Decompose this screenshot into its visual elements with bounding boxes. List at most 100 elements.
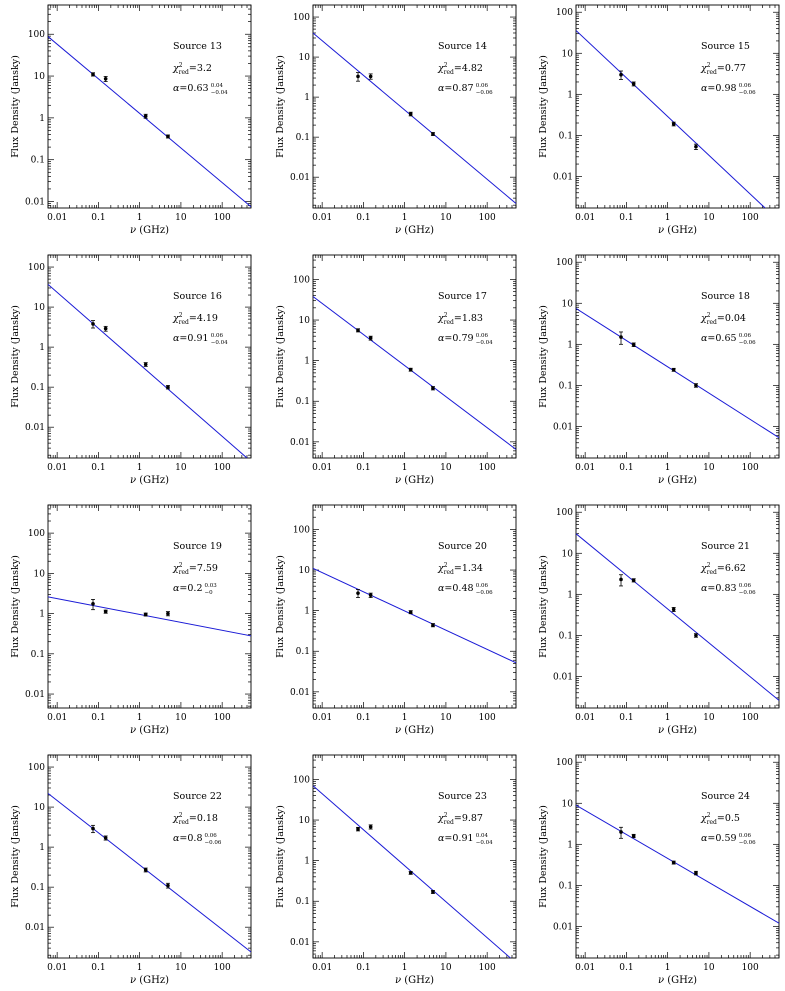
- x-tick-label: 1: [402, 213, 408, 223]
- alpha-value: 0.2: [187, 583, 202, 594]
- y-tick-label: 0.1: [559, 881, 573, 891]
- plot-frame: [47, 754, 252, 959]
- alpha-value: 0.98: [715, 83, 736, 94]
- alpha-label: α=0.48: [438, 583, 474, 594]
- alpha-error-down: −0: [205, 590, 214, 596]
- y-tick-label: 0.01: [553, 422, 573, 432]
- x-tick-label: 1: [137, 713, 143, 723]
- data-point: [103, 76, 108, 81]
- y-tick-label: 100: [28, 263, 45, 273]
- x-axis-label: ν (GHz): [130, 975, 169, 986]
- chi-superscript: 2: [179, 312, 183, 319]
- chi-superscript: 2: [707, 562, 711, 569]
- x-tick-label: 0.1: [91, 963, 105, 973]
- y-tick-label: 1: [567, 590, 573, 600]
- data-point: [671, 860, 676, 865]
- y-tick-label: 0.01: [553, 922, 573, 932]
- x-tick-label: 100: [742, 963, 759, 973]
- y-axis-label: Flux Density (Jansky): [10, 805, 21, 908]
- x-tick-label: 0.01: [312, 963, 332, 973]
- data-point: [91, 322, 95, 326]
- data-point: [356, 74, 360, 79]
- alpha-value: 0.48: [452, 583, 473, 594]
- chi-square-label: χ2 red=0.5: [700, 812, 740, 826]
- y-tick-label: 0.1: [296, 647, 310, 657]
- x-axis-label-symbol: ν: [658, 975, 664, 986]
- tick-marks: [312, 754, 517, 959]
- y-tick-label: 0.1: [559, 631, 573, 641]
- plot-frame: [312, 254, 517, 459]
- chi-value: =0.04: [717, 313, 746, 324]
- y-tick-label: 0.01: [25, 923, 45, 933]
- alpha-symbol: α=: [438, 833, 452, 844]
- chi-superscript: 2: [179, 562, 183, 569]
- y-tick-label: 10: [34, 72, 46, 82]
- chi-symbol: χ: [437, 63, 445, 74]
- alpha-error-up: 0.06: [476, 333, 489, 339]
- chi-square-label: χ2 red=4.82: [437, 62, 483, 76]
- alpha-error-down: −0.06: [739, 90, 756, 96]
- y-tick-label: 0.01: [290, 938, 310, 948]
- x-tick-label: 10: [440, 463, 452, 473]
- y-tick-label: 0.1: [31, 156, 45, 166]
- x-axis-label: ν (GHz): [130, 475, 169, 486]
- tick-marks: [47, 254, 252, 458]
- x-axis-label-symbol: ν: [395, 225, 401, 236]
- alpha-error-up: 0.03: [205, 583, 218, 589]
- chart-panel: 0.01 0.1 1 10 100 0.01 0.1 1 10 100 ν (GHz) Flux De…: [538, 504, 780, 736]
- x-tick-label: 10: [703, 213, 715, 223]
- y-tick-label: 1: [39, 843, 45, 853]
- data-point: [619, 830, 623, 834]
- x-tick-label: 0.01: [575, 213, 595, 223]
- y-tick-label: 0.01: [25, 423, 45, 433]
- x-axis-label-symbol: ν: [658, 725, 664, 736]
- x-tick-label: 0.1: [91, 213, 105, 223]
- alpha-error-up: 0.06: [476, 583, 489, 589]
- alpha-symbol: α=: [173, 333, 187, 344]
- y-axis-label: Flux Density (Jansky): [10, 305, 21, 408]
- x-tick-label: 100: [742, 213, 759, 223]
- x-tick-label: 100: [214, 213, 231, 223]
- source-title: Source 24: [701, 791, 750, 802]
- chi-symbol: χ: [172, 63, 180, 74]
- tick-marks: [312, 4, 517, 208]
- chi-symbol: χ: [700, 313, 708, 324]
- source-title: Source 16: [173, 291, 222, 302]
- x-tick-label: 0.1: [619, 463, 633, 473]
- chi-subscript: red: [444, 819, 454, 826]
- chi-subscript: red: [707, 569, 717, 576]
- alpha-value: 0.63: [187, 83, 208, 94]
- chi-subscript: red: [444, 319, 454, 326]
- chi-symbol: χ: [437, 563, 445, 574]
- chart-panel: 0.01 0.1 1 10 100 0.01 0.1 1 10 100 ν (GHz) Flux De…: [10, 254, 252, 486]
- alpha-error-up: 0.06: [739, 833, 752, 839]
- x-tick-label: 10: [440, 713, 452, 723]
- data-point: [619, 335, 623, 339]
- alpha-error-up: 0.04: [476, 833, 489, 839]
- data-point: [103, 609, 108, 614]
- x-axis-label: ν (GHz): [395, 725, 434, 736]
- chi-superscript: 2: [444, 562, 448, 569]
- x-tick-label: 1: [402, 463, 408, 473]
- data-point: [431, 623, 435, 627]
- data-point: [91, 602, 95, 606]
- y-tick-label: 1: [304, 607, 310, 617]
- x-tick-label: 0.1: [91, 463, 105, 473]
- y-tick-label: 1: [304, 857, 310, 867]
- x-tick-label: 100: [479, 713, 496, 723]
- data-point: [166, 134, 170, 139]
- y-tick-label: 0.1: [296, 897, 310, 907]
- alpha-error-up: 0.06: [211, 333, 224, 339]
- source-title: Source 19: [173, 541, 222, 552]
- data-point: [631, 834, 636, 838]
- chi-symbol: χ: [700, 63, 708, 74]
- alpha-label: α=0.59: [701, 833, 737, 844]
- x-tick-label: 100: [214, 713, 231, 723]
- chi-value: =6.62: [717, 563, 746, 574]
- x-tick-label: 100: [479, 963, 496, 973]
- chi-symbol: χ: [437, 813, 445, 824]
- x-tick-label: 0.01: [47, 963, 67, 973]
- y-axis-label: Flux Density (Jansky): [538, 805, 549, 908]
